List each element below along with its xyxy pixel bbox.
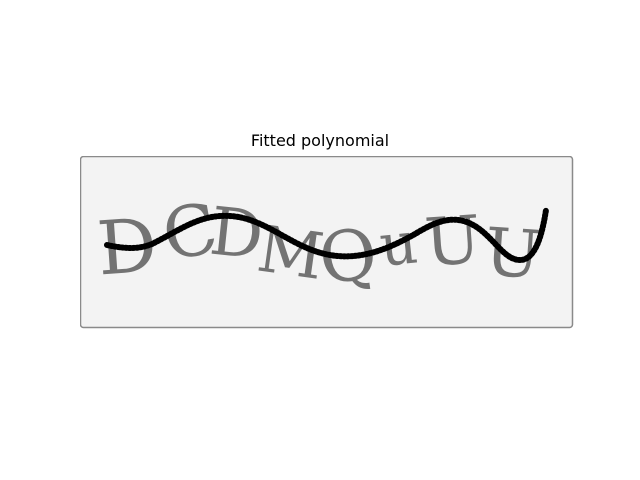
captcha-background [80,156,574,329]
captcha-glyphs: D C D M Q u U U [94,187,543,301]
figure-title: Fitted polynomial [250,131,390,150]
captcha-glyph-d2: D [206,193,267,275]
captcha-svg: D C D M Q u U U [80,156,574,329]
fitted-curve-core [105,208,548,263]
captcha-image-panel: D C D M Q u U U [80,156,574,329]
captcha-glyph-u2: U [422,201,483,282]
